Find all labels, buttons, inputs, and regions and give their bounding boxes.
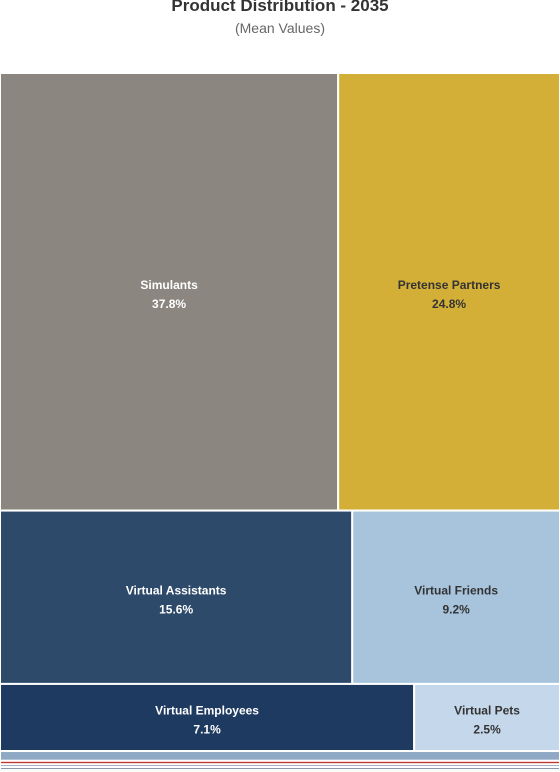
- tile-label-virtual-assistants: Virtual Assistants: [126, 583, 227, 597]
- tile-label-virtual-pets: Virtual Pets: [454, 703, 520, 717]
- tile-small-1: [0, 750, 560, 762]
- chart-subtitle: (Mean Values): [234, 20, 325, 36]
- tile-small-5: [0, 768, 560, 772]
- tile-value-virtual-pets: 2.5%: [473, 722, 501, 736]
- tile-label-virtual-friends: Virtual Friends: [414, 583, 498, 597]
- tile-label-simulants: Simulants: [140, 278, 198, 292]
- tile-value-virtual-employees: 7.1%: [193, 722, 221, 736]
- tile-virtual-employees: [0, 682, 416, 753]
- chart-title: Product Distribution - 2035: [171, 0, 389, 15]
- tile-value-simulants: 37.8%: [152, 297, 186, 311]
- tile-value-virtual-friends: 9.2%: [442, 602, 470, 616]
- tile-virtual-friends: [351, 509, 560, 685]
- tile-label-pretense-partners: Pretense Partners: [398, 278, 501, 292]
- tile-virtual-pets: [413, 682, 560, 753]
- tile-virtual-assistants: [0, 509, 354, 685]
- tile-label-virtual-employees: Virtual Employees: [155, 703, 259, 717]
- tile-simulants: [0, 72, 340, 512]
- tile-value-virtual-assistants: 15.6%: [159, 602, 193, 616]
- tile-value-pretense-partners: 24.8%: [432, 297, 466, 311]
